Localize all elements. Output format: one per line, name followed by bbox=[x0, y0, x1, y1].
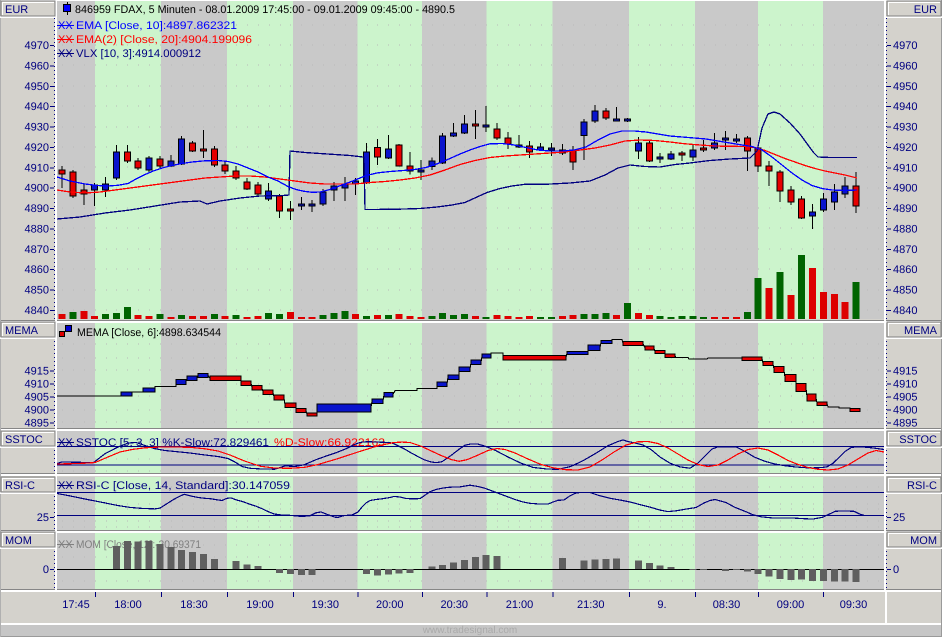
svg-text:4960: 4960 bbox=[25, 60, 49, 72]
svg-text:19:30: 19:30 bbox=[311, 599, 339, 611]
svg-text:XX: XX bbox=[58, 480, 73, 492]
svg-text:4930: 4930 bbox=[893, 122, 917, 134]
svg-text:4920: 4920 bbox=[25, 142, 49, 154]
svg-text:9.: 9. bbox=[657, 599, 666, 611]
svg-text:EMA [Close, 10]:4897.862321: EMA [Close, 10]:4897.862321 bbox=[76, 20, 237, 32]
svg-text:www.tradesignal.com: www.tradesignal.com bbox=[422, 625, 517, 636]
svg-text:4895: 4895 bbox=[25, 418, 49, 430]
svg-text:09:30: 09:30 bbox=[840, 599, 868, 611]
svg-text:EUR: EUR bbox=[914, 4, 937, 16]
svg-text:4950: 4950 bbox=[25, 81, 49, 93]
svg-text:4910: 4910 bbox=[25, 379, 49, 391]
svg-text:4905: 4905 bbox=[893, 392, 917, 404]
svg-text:0: 0 bbox=[893, 564, 899, 576]
svg-text:4840: 4840 bbox=[25, 305, 49, 317]
svg-text:18:00: 18:00 bbox=[114, 599, 142, 611]
svg-text:SSTOC: SSTOC bbox=[899, 434, 937, 446]
svg-text:25: 25 bbox=[893, 512, 905, 524]
svg-text:08:30: 08:30 bbox=[713, 599, 741, 611]
svg-text:RSI-C: RSI-C bbox=[907, 480, 937, 492]
svg-text:XX: XX bbox=[58, 437, 73, 449]
svg-text:%D-Slow:66.922163: %D-Slow:66.922163 bbox=[274, 437, 385, 449]
svg-text:4920: 4920 bbox=[893, 142, 917, 154]
svg-text:0: 0 bbox=[43, 564, 49, 576]
svg-text:XX: XX bbox=[58, 48, 73, 60]
svg-text:MEMA: MEMA bbox=[5, 325, 39, 337]
svg-text:4870: 4870 bbox=[25, 244, 49, 256]
svg-text:4900: 4900 bbox=[893, 183, 917, 195]
svg-text:19:00: 19:00 bbox=[246, 599, 274, 611]
svg-text:XX: XX bbox=[58, 539, 73, 551]
svg-text:4900: 4900 bbox=[893, 405, 917, 417]
svg-text:18:30: 18:30 bbox=[180, 599, 208, 611]
svg-text:21:30: 21:30 bbox=[577, 599, 605, 611]
svg-text:4930: 4930 bbox=[25, 122, 49, 134]
svg-text:4910: 4910 bbox=[893, 162, 917, 174]
svg-text:4905: 4905 bbox=[25, 392, 49, 404]
svg-text:4970: 4970 bbox=[893, 40, 917, 52]
svg-text:20:00: 20:00 bbox=[376, 599, 404, 611]
svg-text:4940: 4940 bbox=[25, 101, 49, 113]
svg-text:4960: 4960 bbox=[893, 60, 917, 72]
svg-text:4900: 4900 bbox=[25, 405, 49, 417]
svg-text:20:30: 20:30 bbox=[440, 599, 468, 611]
svg-text:21:00: 21:00 bbox=[506, 599, 534, 611]
svg-text:4940: 4940 bbox=[893, 101, 917, 113]
svg-text:MEMA [Close, 6]:4898.634544: MEMA [Close, 6]:4898.634544 bbox=[77, 327, 221, 339]
svg-text:09:00: 09:00 bbox=[777, 599, 805, 611]
svg-text:25: 25 bbox=[37, 512, 49, 524]
svg-text:4850: 4850 bbox=[893, 285, 917, 297]
svg-text:MOM: MOM bbox=[5, 535, 32, 547]
svg-text:4890: 4890 bbox=[25, 203, 49, 215]
svg-text:4910: 4910 bbox=[893, 379, 917, 391]
svg-text:XX: XX bbox=[58, 20, 73, 32]
svg-text:SSTOC: SSTOC bbox=[5, 434, 43, 446]
svg-text:846959 FDAX, 5 Minuten - 08.0: 846959 FDAX, 5 Minuten - 08.01.2009 17:4… bbox=[75, 4, 455, 16]
svg-text:4890: 4890 bbox=[893, 203, 917, 215]
svg-text:MEMA: MEMA bbox=[904, 325, 938, 337]
svg-text:4915: 4915 bbox=[25, 366, 49, 378]
svg-text:MOM: MOM bbox=[910, 535, 937, 547]
svg-text:4880: 4880 bbox=[893, 223, 917, 235]
svg-text:4880: 4880 bbox=[25, 223, 49, 235]
svg-text:EUR: EUR bbox=[5, 4, 28, 16]
svg-text:RSI-C [Close, 14, Standard]:30: RSI-C [Close, 14, Standard]:30.147059 bbox=[76, 480, 290, 492]
svg-text:4840: 4840 bbox=[893, 305, 917, 317]
svg-text:4970: 4970 bbox=[25, 40, 49, 52]
svg-text:XX: XX bbox=[58, 34, 73, 46]
svg-text:4950: 4950 bbox=[893, 81, 917, 93]
svg-text:4860: 4860 bbox=[25, 264, 49, 276]
svg-text:4900: 4900 bbox=[25, 183, 49, 195]
svg-text:VLX [10, 3]:4914.000912: VLX [10, 3]:4914.000912 bbox=[76, 48, 201, 60]
svg-text:EMA(2) [Close, 20]:4904.199096: EMA(2) [Close, 20]:4904.199096 bbox=[76, 34, 252, 46]
svg-text:4895: 4895 bbox=[893, 418, 917, 430]
svg-text:RSI-C: RSI-C bbox=[5, 480, 35, 492]
svg-text:4915: 4915 bbox=[893, 366, 917, 378]
svg-text:17:45: 17:45 bbox=[62, 599, 90, 611]
svg-text:4860: 4860 bbox=[893, 264, 917, 276]
svg-text:4910: 4910 bbox=[25, 162, 49, 174]
svg-text:4850: 4850 bbox=[25, 285, 49, 297]
svg-text:4870: 4870 bbox=[893, 244, 917, 256]
